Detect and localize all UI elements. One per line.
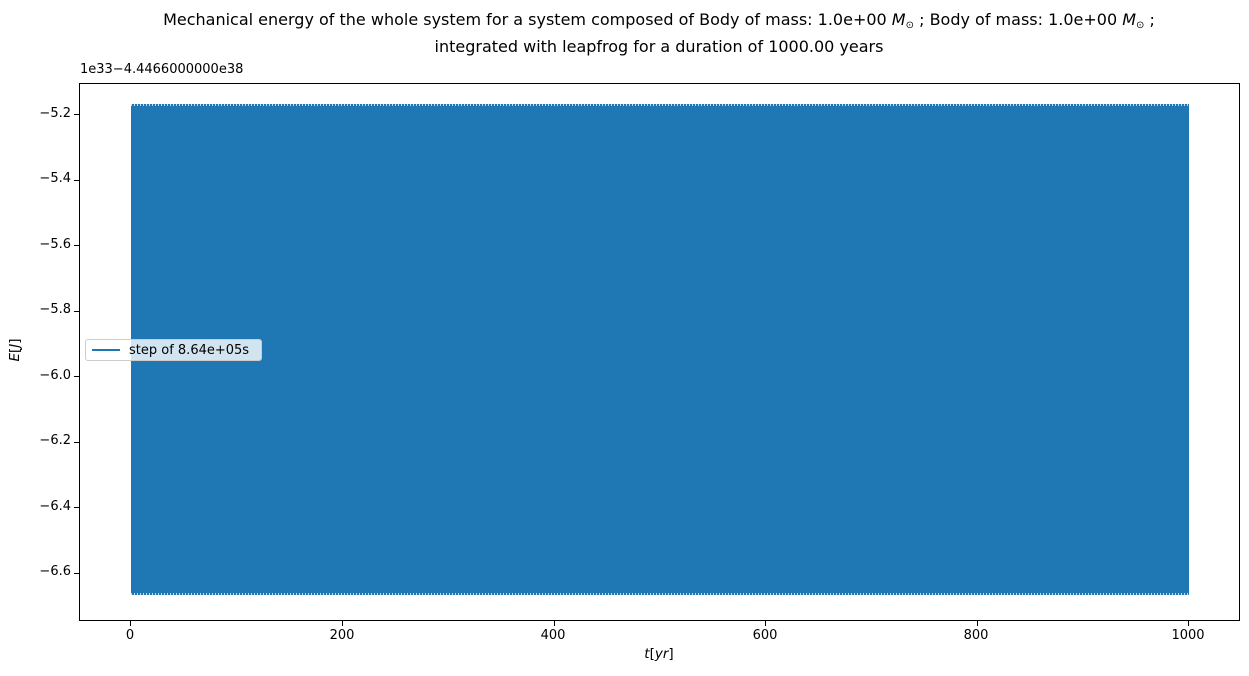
bracket: [ bbox=[7, 347, 23, 354]
y-tick-label: −6.2 bbox=[39, 433, 71, 448]
bracket: ] bbox=[668, 646, 674, 662]
title-text: ; Body of mass: 1.0e+00 bbox=[914, 10, 1123, 29]
title-text: ; bbox=[1144, 10, 1155, 29]
y-tick-mark bbox=[74, 573, 79, 574]
y-tick-label: −6.6 bbox=[39, 564, 71, 579]
chart-title-line2: integrated with leapfrog for a duration … bbox=[434, 37, 884, 56]
y-axis-label: E[J] bbox=[7, 320, 23, 380]
band-bottom-edge bbox=[131, 593, 1189, 595]
x-tick-label: 200 bbox=[329, 628, 355, 643]
y-tick-label: −5.2 bbox=[39, 106, 71, 121]
x-tick-mark bbox=[554, 621, 555, 626]
y-tick-label: −6.4 bbox=[39, 499, 71, 514]
y-tick-mark bbox=[74, 311, 79, 312]
solar-mass-symbol: M bbox=[1122, 10, 1137, 29]
x-axis-symbol: t bbox=[644, 646, 650, 662]
y-tick-mark bbox=[74, 114, 79, 115]
sun-symbol-icon: ⊙ bbox=[1136, 20, 1145, 31]
y-tick-label: −5.8 bbox=[39, 302, 71, 317]
y-tick-label: −5.4 bbox=[39, 171, 71, 186]
solar-mass-symbol: M bbox=[891, 10, 906, 29]
y-tick-mark bbox=[74, 442, 79, 443]
legend-label: step of 8.64e+05s bbox=[129, 342, 250, 358]
y-axis-offset-text: 1e33−4.4466000000e38 bbox=[80, 62, 244, 77]
x-tick-label: 1000 bbox=[1171, 628, 1205, 643]
x-tick-mark bbox=[765, 621, 766, 626]
x-tick-mark bbox=[130, 621, 131, 626]
bracket: [ bbox=[649, 646, 655, 662]
y-tick-mark bbox=[74, 507, 79, 508]
legend: step of 8.64e+05s bbox=[85, 339, 262, 361]
energy-series-band bbox=[131, 104, 1189, 595]
y-tick-label: −5.6 bbox=[39, 237, 71, 252]
plot-area bbox=[74, 83, 1240, 626]
y-tick-mark bbox=[74, 245, 79, 246]
x-axis-label: t[yr] bbox=[79, 646, 1239, 662]
x-tick-label: 400 bbox=[540, 628, 566, 643]
x-tick-mark bbox=[1188, 621, 1189, 626]
x-tick-label: 0 bbox=[125, 628, 135, 643]
x-tick-mark bbox=[342, 621, 343, 626]
x-tick-mark bbox=[977, 621, 978, 626]
legend-line-sample bbox=[92, 349, 120, 351]
y-axis-symbol: E bbox=[7, 353, 23, 362]
band-top-edge bbox=[131, 104, 1189, 106]
y-tick-mark bbox=[74, 180, 79, 181]
x-tick-label: 600 bbox=[752, 628, 778, 643]
x-axis-unit: yr bbox=[654, 646, 669, 662]
y-tick-label: −6.0 bbox=[39, 368, 71, 383]
bracket: ] bbox=[7, 338, 23, 344]
chart-title: Mechanical energy of the whole system fo… bbox=[79, 9, 1239, 57]
sun-symbol-icon: ⊙ bbox=[905, 20, 914, 31]
chart-title-line1: Mechanical energy of the whole system fo… bbox=[79, 9, 1239, 36]
y-tick-mark bbox=[74, 376, 79, 377]
title-text: Mechanical energy of the whole system fo… bbox=[163, 10, 892, 29]
x-tick-label: 800 bbox=[963, 628, 989, 643]
y-axis-unit: J bbox=[7, 343, 23, 348]
